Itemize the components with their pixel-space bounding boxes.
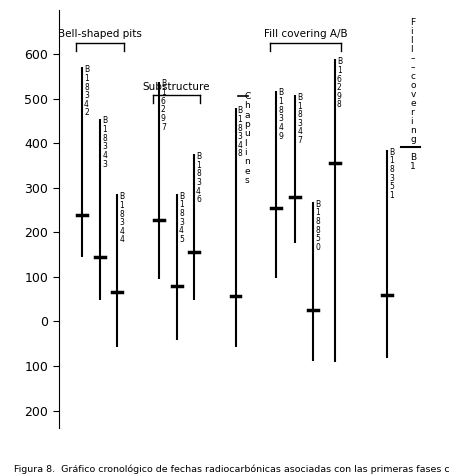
Text: B
1
6
2
9
8: B 1 6 2 9 8 [337, 57, 342, 109]
Text: B
1
8
3
4
3: B 1 8 3 4 3 [102, 117, 108, 169]
Text: B
1
8
3
4
9: B 1 8 3 4 9 [278, 89, 284, 140]
Text: F
i
l
l
–
–
c
o
v
e
r
i
n
g

B
1: F i l l – – c o v e r i n g B 1 [410, 19, 417, 171]
Text: Substructure: Substructure [143, 81, 210, 91]
Text: C
h
a
p
u
l
i
n
e
s: C h a p u l i n e s [244, 92, 250, 185]
Text: Fill covering A/B: Fill covering A/B [264, 30, 347, 40]
Text: B
1
8
3
4
6: B 1 8 3 4 6 [196, 152, 201, 204]
Text: B
1
8
3
4
8: B 1 8 3 4 8 [238, 106, 243, 159]
Text: B
1
6
2
9
7: B 1 6 2 9 7 [161, 79, 166, 132]
Text: B
1
8
3
4
5: B 1 8 3 4 5 [179, 192, 184, 244]
Text: B
1
8
3
4
2: B 1 8 3 4 2 [84, 65, 89, 118]
Text: Figura 8.  Gráfico cronológico de fechas radiocarbónicas asociadas con las prime: Figura 8. Gráfico cronológico de fechas … [14, 464, 450, 474]
Text: B
1
8
3
4
4: B 1 8 3 4 4 [119, 192, 124, 245]
Text: B
1
8
3
5
1: B 1 8 3 5 1 [389, 148, 394, 200]
Text: B
1
8
8
5
0: B 1 8 8 5 0 [315, 200, 321, 252]
Text: Bell-shaped pits: Bell-shaped pits [58, 30, 142, 40]
Text: B
1
8
3
4
7: B 1 8 3 4 7 [297, 93, 302, 145]
